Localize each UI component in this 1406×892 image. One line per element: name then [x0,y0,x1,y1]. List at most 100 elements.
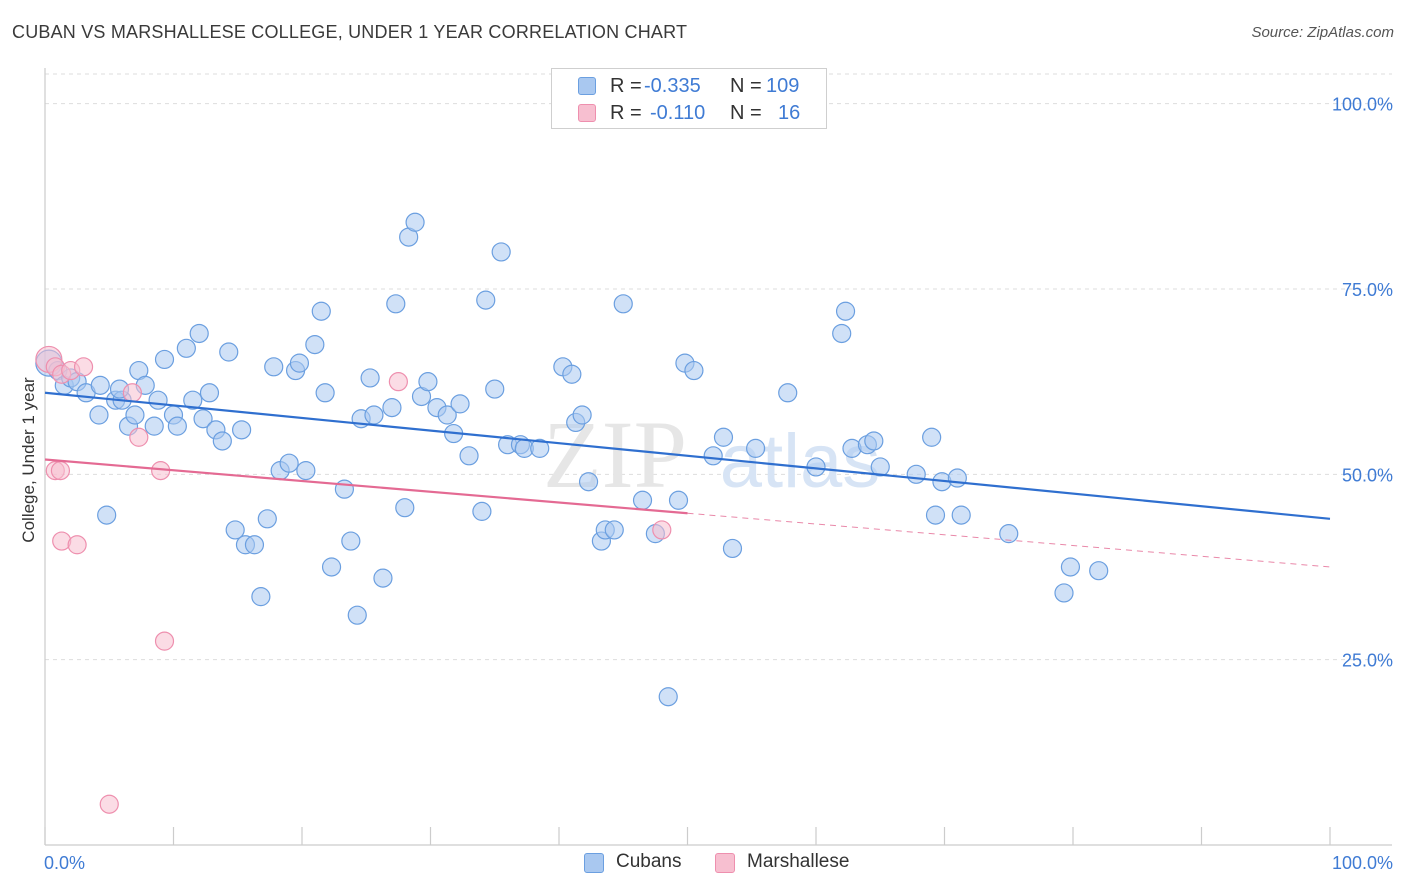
cubans-point [125,405,145,425]
legend-swatch-cubans [578,77,596,95]
cubans-point [485,379,505,399]
cubans-point [459,446,479,466]
cubans-point [684,360,704,381]
cubans-point [183,390,203,410]
cubans-point [219,342,239,362]
cubans-point [864,431,884,451]
legend-row-marshallese: R = -0.110 N = 16 [552,101,826,127]
cubans-point [347,605,367,625]
cubans-point [1060,557,1081,577]
chart-title: CUBAN VS MARSHALLESE COLLEGE, UNDER 1 YE… [12,22,688,42]
cubans-point [90,375,110,395]
legend-r-value: -0.110 [650,102,706,124]
cubans-point [450,394,470,414]
legend-r-value: -0.335 [644,75,701,97]
cubans-point [89,405,109,425]
cubans-point [870,457,890,477]
cubans-point [578,472,599,492]
cubans-point [713,427,734,447]
cubans-point [296,461,316,481]
legend-n-label: N = [730,75,762,97]
cubans-point [395,498,415,518]
cubans-point [311,301,331,321]
cubans-point [925,505,946,525]
marshallese-point [99,794,119,814]
chart-source: Source: ZipAtlas.com [1251,24,1394,41]
cubans-point [922,427,942,447]
cubans-point [386,294,406,314]
legend-n-value: 16 [778,102,801,124]
cubans-point [835,301,856,321]
cubans-point [703,446,723,466]
cubans-point [305,334,325,355]
marshallese-point [67,535,87,555]
legend-swatch-marshallese [578,104,596,122]
cubans-point [405,212,425,232]
cubans-point [341,531,361,551]
marshallese-point [129,427,149,447]
legend-r-label: R = [610,75,642,97]
cubans-point [148,390,168,410]
cubans-point [364,405,384,425]
cubans-point [530,438,550,458]
cubans-point [382,398,402,418]
cubans-point [476,290,496,310]
cubans-point [658,687,678,707]
y-tick-label: 75.0% [1342,280,1393,300]
bottom-legend-swatch-marshallese [715,853,735,873]
cubans-point [472,501,492,521]
cubans-trend-line [44,391,1331,520]
tick-labels: 25.0% 50.0% 75.0% 100.0% 0.0% 100.0% [44,95,1393,873]
cubans-point [264,357,284,377]
cubans-point [418,372,438,392]
cubans-point [1054,583,1074,603]
cubans-point [199,383,220,403]
cubans-point [334,479,355,499]
marshallese-point [50,461,71,481]
cubans-point [189,323,209,344]
cubans-point [251,587,271,607]
marshallese-point [154,631,175,651]
cubans-point [778,383,798,403]
cubans-point [167,416,187,436]
bottom-legend-label-marshallese: Marshallese [747,851,850,872]
cubans-point [491,242,511,262]
cubans-point [315,383,335,403]
cubans-point [832,323,852,344]
bottom-legend-label-cubans: Cubans [616,851,682,872]
marshallese-point [122,383,142,403]
cubans-point [154,349,175,370]
cubans-point [437,405,457,425]
cubans-point [97,505,117,525]
cubans-point [604,520,624,540]
legend-row-cubans: R = -0.335 N = 109 [552,74,826,100]
cubans-point [176,338,196,358]
cubans-point [722,538,743,559]
cubans-point [906,464,926,484]
cubans-point [144,416,164,436]
cubans-point [212,431,232,451]
cubans-point [1089,561,1109,581]
cubans-point [951,505,971,525]
cubans-point [244,535,265,555]
cubans-point [572,405,592,425]
cubans-point [225,520,245,540]
legend-n-value: 109 [766,75,800,97]
cubans-point [613,294,633,314]
cubans-point [999,524,1019,544]
cubans-point [632,490,653,510]
marshallese-trend-line [44,458,688,515]
cubans-point [289,353,310,373]
y-tick-label: 100.0% [1332,95,1393,115]
legend: R = -0.335 N = 109 R = -0.110 N = 16 [551,68,827,129]
trend-layer [44,391,1331,568]
cubans-point [257,509,277,529]
points-layer [35,212,1109,814]
marshallese-trend-line-extension [687,512,1331,568]
grid-layer [45,73,1392,661]
cubans-point [321,557,342,577]
axes-layer [44,68,1392,846]
y-axis-label: College, Under 1 year [19,377,38,543]
marshallese-point [73,357,94,377]
